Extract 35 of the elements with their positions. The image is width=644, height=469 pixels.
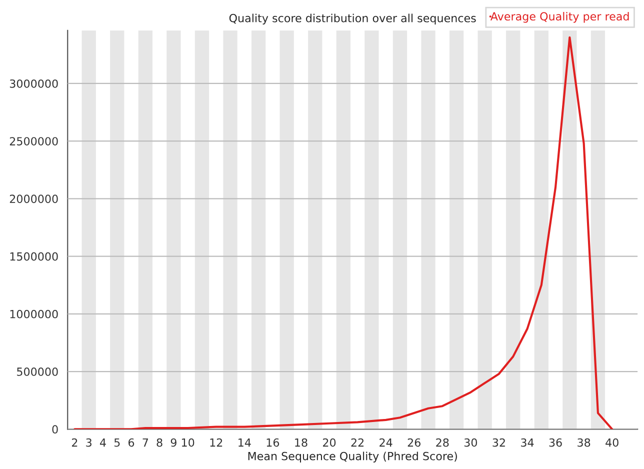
y-tick-label: 1000000 bbox=[10, 310, 58, 318]
x-tick-label: 22 bbox=[351, 438, 364, 447]
x-axis-title: Mean Sequence Quality (Phred Score) bbox=[248, 452, 457, 462]
x-tick-label: 40 bbox=[606, 438, 618, 447]
x-tick-label: 36 bbox=[549, 438, 562, 447]
chart-title: Quality score distribution over all sequences bbox=[229, 14, 476, 24]
legend-label: Average Quality per read bbox=[490, 12, 629, 23]
x-tick-label: 26 bbox=[408, 438, 420, 447]
y-tick-label: 2500000 bbox=[10, 137, 58, 146]
y-tick-label: 2000000 bbox=[10, 194, 58, 204]
x-tick-label: 34 bbox=[521, 438, 534, 447]
x-tick-label: 5 bbox=[114, 438, 120, 447]
x-tick-label: 6 bbox=[128, 438, 134, 447]
x-tick-label: 16 bbox=[266, 438, 280, 447]
x-tick-label: 8 bbox=[156, 438, 162, 447]
y-tick-label: 500000 bbox=[17, 368, 58, 376]
y-tick-label: 0 bbox=[52, 425, 58, 434]
x-tick-label: 4 bbox=[100, 438, 106, 447]
x-tick-label: 14 bbox=[238, 438, 251, 447]
x-tick-label: 3 bbox=[86, 438, 92, 447]
x-tick-label: 32 bbox=[492, 438, 505, 447]
x-tick-label: 28 bbox=[436, 438, 449, 447]
x-tick-label: 18 bbox=[295, 438, 308, 447]
y-tick-label: 1500000 bbox=[10, 252, 58, 261]
x-tick-label: 12 bbox=[210, 438, 222, 447]
x-tick-label: 10 bbox=[182, 438, 194, 447]
x-tick-label: 20 bbox=[323, 438, 336, 447]
x-tick-label: 7 bbox=[142, 438, 148, 447]
x-tick-label: 24 bbox=[380, 438, 392, 447]
x-tick-label: 30 bbox=[464, 438, 478, 447]
line-series bbox=[74, 36, 614, 430]
y-tick-label: 3000000 bbox=[10, 79, 58, 88]
x-tick-label: 9 bbox=[170, 438, 176, 447]
x-tick-label: 2 bbox=[72, 438, 78, 447]
x-tick-label: 38 bbox=[578, 438, 590, 447]
